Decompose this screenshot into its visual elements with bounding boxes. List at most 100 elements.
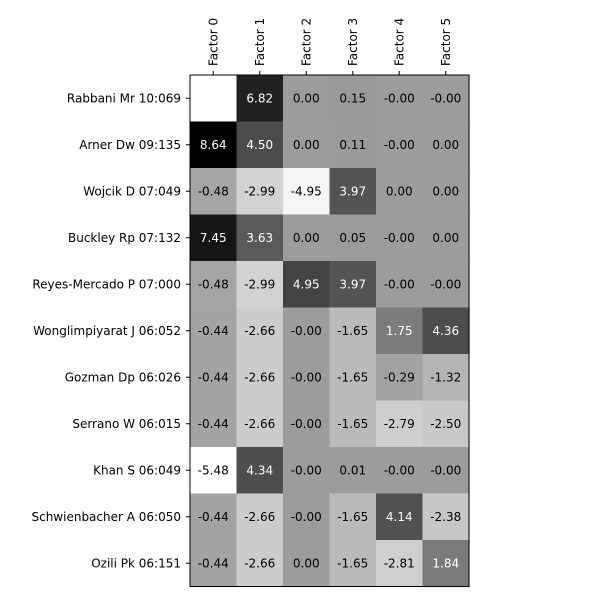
heatmap-cell bbox=[283, 168, 331, 216]
heatmap-cell bbox=[422, 75, 470, 123]
cell-value-label: -0.00 bbox=[384, 91, 415, 105]
cell-value-label: -0.00 bbox=[384, 463, 415, 477]
heatmap-cell bbox=[190, 214, 238, 262]
heatmap-cell bbox=[283, 540, 331, 588]
heatmap-cell bbox=[190, 400, 238, 448]
cell-value-label: -0.00 bbox=[291, 324, 322, 338]
cell-value-label: 0.15 bbox=[339, 91, 366, 105]
cell-value-label: 3.97 bbox=[339, 184, 366, 198]
heatmap-cell bbox=[190, 493, 238, 541]
cell-value-label: -0.00 bbox=[291, 370, 322, 384]
cell-value-label: -0.44 bbox=[198, 556, 229, 570]
heatmap-cell bbox=[283, 447, 331, 495]
cell-value-label: 0.01 bbox=[339, 463, 366, 477]
cell-value-label: 0.00 bbox=[293, 556, 320, 570]
cell-value-label: 0.05 bbox=[339, 231, 366, 245]
heatmap-cell bbox=[329, 493, 377, 541]
heatmap-cell bbox=[236, 121, 284, 169]
heatmap-cell bbox=[376, 214, 424, 262]
heatmap-cell bbox=[283, 214, 331, 262]
heatmap-cell bbox=[190, 121, 238, 169]
heatmap-cell bbox=[236, 261, 284, 309]
plot-frame bbox=[189, 74, 470, 587]
cell-value-label: -0.48 bbox=[198, 184, 229, 198]
cell-value-label: 0.00 bbox=[432, 184, 459, 198]
row-tick-labels: Rabbani Mr 10:069 Arner Dw 09:135 Wojcik D… bbox=[31, 91, 181, 570]
cell-value-label: -0.29 bbox=[384, 370, 415, 384]
heatmap-cell bbox=[236, 75, 284, 123]
column-tick-labels: Factor 0 Factor 1 Factor 2 Factor 3 Factor 4… bbox=[206, 18, 453, 66]
cell-value-label: -1.32 bbox=[430, 370, 461, 384]
column-label: Factor 4 bbox=[392, 18, 406, 66]
cell-value-label: 1.84 bbox=[432, 556, 459, 570]
heatmap-cell bbox=[190, 540, 238, 588]
row-label: Khan S 06:049 bbox=[93, 463, 181, 477]
row-label: Reyes-Mercado P 07:000 bbox=[32, 277, 181, 291]
row-label: Serrano W 06:015 bbox=[72, 417, 181, 431]
cell-value-label: 4.50 bbox=[246, 138, 273, 152]
cell-value-label: 0.00 bbox=[293, 138, 320, 152]
heatmap-cell bbox=[190, 261, 238, 309]
row-label: Schwienbacher A 06:050 bbox=[31, 510, 181, 524]
cell-value-label: -0.00 bbox=[430, 277, 461, 291]
heatmap-cell bbox=[283, 400, 331, 448]
heatmap-cell bbox=[236, 168, 284, 216]
heatmap-cell bbox=[236, 354, 284, 402]
cell-value-label: 1.75 bbox=[386, 324, 413, 338]
cell-value-label: -4.95 bbox=[291, 184, 322, 198]
heatmap-cell bbox=[329, 307, 377, 355]
cell-value-label: 6.82 bbox=[246, 91, 273, 105]
row-label: Gozman Dp 06:026 bbox=[65, 370, 181, 384]
heatmap-cell bbox=[190, 447, 238, 495]
heatmap-cell bbox=[422, 354, 470, 402]
heatmap-cell bbox=[422, 447, 470, 495]
heatmap-cell bbox=[422, 214, 470, 262]
cell-value-label: 0.00 bbox=[432, 138, 459, 152]
cell-value-label: -0.00 bbox=[291, 417, 322, 431]
row-label: Arner Dw 09:135 bbox=[79, 138, 181, 152]
heatmap-cell bbox=[236, 447, 284, 495]
cell-value-label: -0.44 bbox=[198, 324, 229, 338]
heatmap-cell bbox=[376, 400, 424, 448]
cell-value-label: 3.63 bbox=[246, 231, 273, 245]
heatmap-cell bbox=[329, 75, 377, 123]
cell-value-label: -0.00 bbox=[384, 138, 415, 152]
cell-value-label: -2.79 bbox=[384, 417, 415, 431]
heatmap-cell bbox=[283, 307, 331, 355]
cell-value-label: -2.66 bbox=[244, 417, 275, 431]
cell-value-label: -2.81 bbox=[384, 556, 415, 570]
heatmap-cell bbox=[329, 121, 377, 169]
row-label: Buckley Rp 07:132 bbox=[68, 231, 181, 245]
cell-value-label: 0.00 bbox=[293, 91, 320, 105]
heatmap-cell bbox=[422, 493, 470, 541]
heatmap-cell bbox=[236, 540, 284, 588]
cell-value-label: 8.64 bbox=[200, 138, 227, 152]
cell-value-label: -0.44 bbox=[198, 370, 229, 384]
heatmap-cell bbox=[329, 168, 377, 216]
row-label: Wojcik D 07:049 bbox=[83, 184, 181, 198]
column-label: Factor 1 bbox=[253, 18, 267, 66]
cell-value-label: -2.66 bbox=[244, 510, 275, 524]
cell-value-label: 0.00 bbox=[386, 184, 413, 198]
heatmap-cell bbox=[190, 354, 238, 402]
heatmap-cell-labels: 6.82 0.00 0.15 -0.00 -0.00 8.64 4.50 0.00 0.11 -0… bbox=[198, 91, 462, 570]
heatmap-cell bbox=[236, 307, 284, 355]
heatmap-cell bbox=[283, 121, 331, 169]
heatmap-cell bbox=[283, 261, 331, 309]
heatmap-cell bbox=[422, 261, 470, 309]
heatmap-cell bbox=[283, 354, 331, 402]
cell-value-label: -1.65 bbox=[337, 324, 368, 338]
cell-value-label: 4.34 bbox=[246, 463, 273, 477]
heatmap-cell bbox=[422, 540, 470, 588]
cell-value-label: 7.45 bbox=[200, 231, 227, 245]
row-label: Ozili Pk 06:151 bbox=[91, 556, 181, 570]
heatmap-cell bbox=[376, 307, 424, 355]
cell-value-label: -2.66 bbox=[244, 556, 275, 570]
heatmap-cell bbox=[376, 168, 424, 216]
heatmap-cell bbox=[236, 493, 284, 541]
cell-value-label: -2.66 bbox=[244, 370, 275, 384]
cell-value-label: -2.99 bbox=[244, 277, 275, 291]
heatmap-cell bbox=[376, 354, 424, 402]
heatmap-cell bbox=[329, 400, 377, 448]
cell-value-label: -5.48 bbox=[198, 463, 229, 477]
